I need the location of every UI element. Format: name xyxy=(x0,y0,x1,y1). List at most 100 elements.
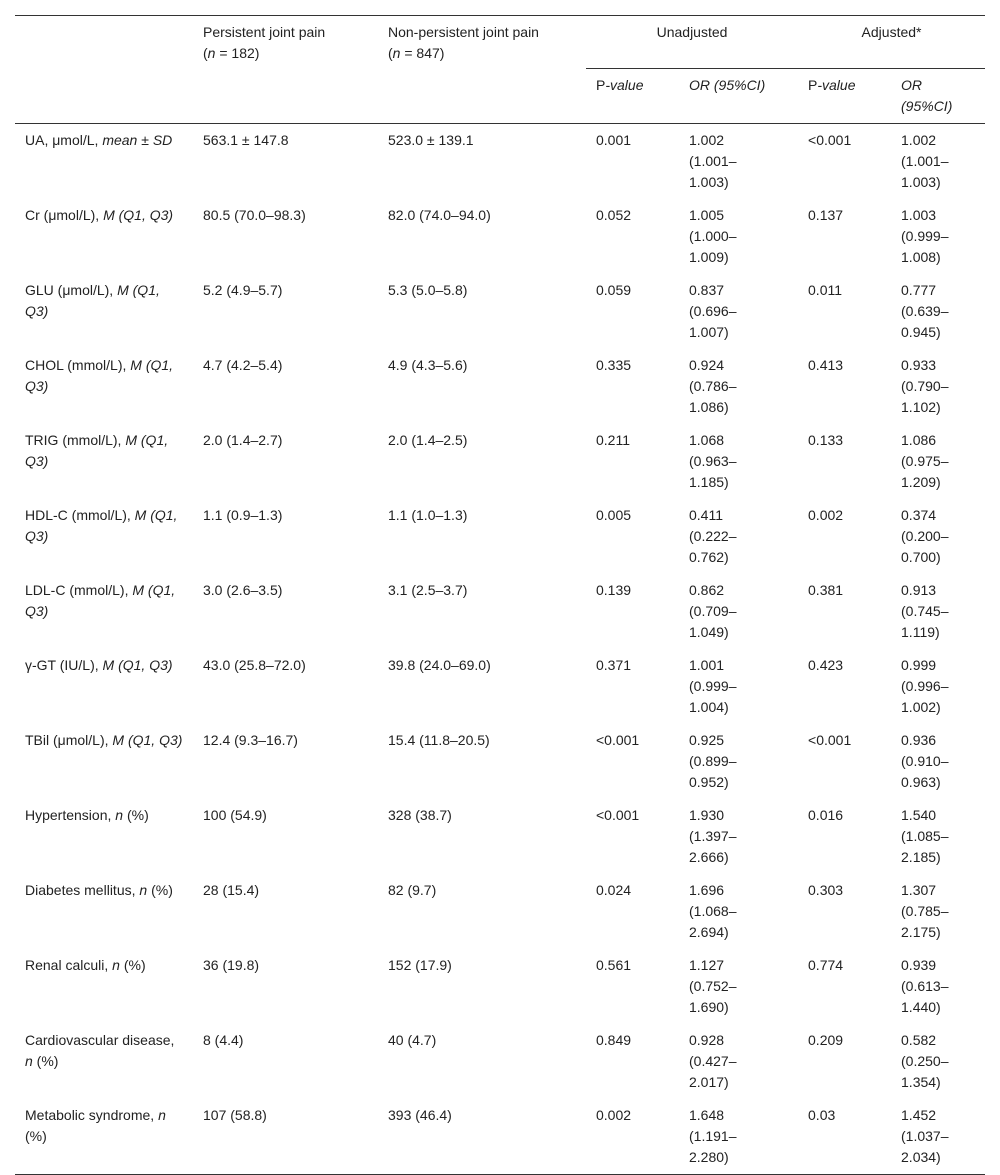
text-segment: TBil (μmol/L), xyxy=(25,732,113,748)
cell: 0.381 xyxy=(798,574,891,649)
cell-text: 0.939 (0.613–1.440) xyxy=(901,957,949,1015)
cell: 0.849 xyxy=(586,1024,679,1099)
cell: 0.002 xyxy=(586,1099,679,1175)
text-segment: M (Q1, Q3) xyxy=(25,357,174,394)
cell-text: 8 (4.4) xyxy=(203,1032,244,1048)
text-segment: (%) xyxy=(119,957,146,973)
cell: <0.001 xyxy=(798,124,891,200)
row-label: CHOL (mmol/L), M (Q1, Q3) xyxy=(15,349,193,424)
cell: 0.423 xyxy=(798,649,891,724)
cell-text: 0.423 xyxy=(808,657,844,673)
cell-text: 0.016 xyxy=(808,807,844,823)
cell-text: 82 (9.7) xyxy=(388,882,437,898)
cell: 0.939 (0.613–1.440) xyxy=(891,949,985,1024)
row-label: Diabetes mellitus, n (%) xyxy=(15,874,193,949)
cell: 0.001 xyxy=(586,124,679,200)
cell-text: 1.001 (0.999–1.004) xyxy=(689,657,737,715)
table-body: UA, μmol/L, mean ± SD 563.1 ± 147.8 523.0 … xyxy=(15,124,985,1175)
table-row: γ-GT (IU/L), M (Q1, Q3) 43.0 (25.8–72.0) 3… xyxy=(15,649,985,724)
cell: 0.016 xyxy=(798,799,891,874)
cell-text: 0.002 xyxy=(596,1107,632,1123)
cell: 36 (19.8) xyxy=(193,949,378,1024)
cell-text: 1.005 (1.000–1.009) xyxy=(689,207,737,265)
table-row: CHOL (mmol/L), M (Q1, Q3) 4.7 (4.2–5.4) 4.… xyxy=(15,349,985,424)
table-row: HDL-C (mmol/L), M (Q1, Q3) 1.1 (0.9–1.3) 1… xyxy=(15,499,985,574)
cell-text: 1.002 (1.001–1.003) xyxy=(901,132,949,190)
text-segment: (%) xyxy=(32,1053,59,1069)
text-segment: -value xyxy=(817,77,856,93)
cell: 0.371 xyxy=(586,649,679,724)
cell: 0.137 xyxy=(798,199,891,274)
cell-text: 0.133 xyxy=(808,432,844,448)
cell-text: 4.9 (4.3–5.6) xyxy=(388,357,468,373)
row-label: Metabolic syndrome, n (%) xyxy=(15,1099,193,1175)
row-label: γ-GT (IU/L), M (Q1, Q3) xyxy=(15,649,193,724)
text-segment: mean xyxy=(102,132,138,148)
cell-text: 1.540 (1.085–2.185) xyxy=(901,807,949,865)
cell: 0.936 (0.910–0.963) xyxy=(891,724,985,799)
table-row: Metabolic syndrome, n (%) 107 (58.8) 393 (… xyxy=(15,1099,985,1175)
header-text: Non-persistent joint pain xyxy=(388,24,539,40)
cell-text: 1.696 (1.068–2.694) xyxy=(689,882,737,940)
cell: 1.005 (1.000–1.009) xyxy=(679,199,798,274)
cell: 1.696 (1.068–2.694) xyxy=(679,874,798,949)
cell: <0.001 xyxy=(798,724,891,799)
cell-text: 1.648 (1.191–2.280) xyxy=(689,1107,737,1165)
cell-text: 28 (15.4) xyxy=(203,882,260,898)
cell: 107 (58.8) xyxy=(193,1099,378,1175)
results-table: Persistent joint pain (n = 182) Non-persi… xyxy=(15,15,986,1175)
cell-text: 0.777 (0.639–0.945) xyxy=(901,282,949,340)
text-segment: SD xyxy=(152,132,173,148)
cell: 82.0 (74.0–94.0) xyxy=(378,199,586,274)
cell: 0.862 (0.709–1.049) xyxy=(679,574,798,649)
cell-text: 2.0 (1.4–2.5) xyxy=(388,432,468,448)
cell: 328 (38.7) xyxy=(378,799,586,874)
cell-text: 0.925 (0.899–0.952) xyxy=(689,732,737,790)
table-row: UA, μmol/L, mean ± SD 563.1 ± 147.8 523.0 … xyxy=(15,124,985,200)
text-segment: M (Q1, Q3) xyxy=(102,657,173,673)
group-header: Unadjusted xyxy=(656,24,728,40)
col-header: Non-persistent joint pain (n = 847) xyxy=(378,16,586,124)
row-label: GLU (μmol/L), M (Q1, Q3) xyxy=(15,274,193,349)
cell-text: 0.211 xyxy=(596,432,630,448)
cell: <0.001 xyxy=(586,799,679,874)
cell: 0.139 xyxy=(586,574,679,649)
col-header: P-value xyxy=(798,68,892,124)
cell-text: 328 (38.7) xyxy=(388,807,452,823)
cell-text: 0.303 xyxy=(808,882,844,898)
cell: 2.0 (1.4–2.7) xyxy=(193,424,378,499)
text-segment: (%) xyxy=(25,1128,47,1144)
text-segment: n xyxy=(115,807,124,823)
header-text: P-value xyxy=(808,77,855,93)
text-segment: M (Q1, Q3) xyxy=(25,282,160,319)
text-segment: LDL-C (mmol/L), xyxy=(25,582,133,598)
cell-text: 563.1 ± 147.8 xyxy=(203,132,289,148)
cell-text: <0.001 xyxy=(596,732,640,748)
text-segment: M (Q1, Q3) xyxy=(25,582,176,619)
text-segment: HDL-C (mmol/L), xyxy=(25,507,135,523)
cell-text: 0.005 xyxy=(596,507,632,523)
table-row: TBil (μmol/L), M (Q1, Q3) 12.4 (9.3–16.7)… xyxy=(15,724,985,799)
cell-text: 5.3 (5.0–5.8) xyxy=(388,282,468,298)
text-segment: = 847) xyxy=(400,45,445,61)
cell-text: 43.0 (25.8–72.0) xyxy=(203,657,306,673)
text-segment: Renal calculi, xyxy=(25,957,113,973)
cell: 39.8 (24.0–69.0) xyxy=(378,649,586,724)
text-segment: n xyxy=(139,882,148,898)
text-segment: ± xyxy=(137,132,153,148)
cell: 28 (15.4) xyxy=(193,874,378,949)
col-header: OR (95%CI) xyxy=(679,68,799,124)
cell: 1.002 (1.001–1.003) xyxy=(891,124,985,200)
cell: 43.0 (25.8–72.0) xyxy=(193,649,378,724)
cell-text: 5.2 (4.9–5.7) xyxy=(203,282,283,298)
cell: 1.002 (1.001–1.003) xyxy=(679,124,798,200)
text-segment: GLU (μmol/L), xyxy=(25,282,118,298)
text-segment: n xyxy=(25,1053,33,1069)
header-text: Persistent joint pain xyxy=(203,24,326,40)
col-header: Persistent joint pain (n = 182) xyxy=(193,16,378,124)
cell-text: 1.002 (1.001–1.003) xyxy=(689,132,737,190)
cell: 0.335 xyxy=(586,349,679,424)
text-segment: n xyxy=(392,45,401,61)
cell: 0.303 xyxy=(798,874,891,949)
cell: 0.928 (0.427–2.017) xyxy=(679,1024,798,1099)
